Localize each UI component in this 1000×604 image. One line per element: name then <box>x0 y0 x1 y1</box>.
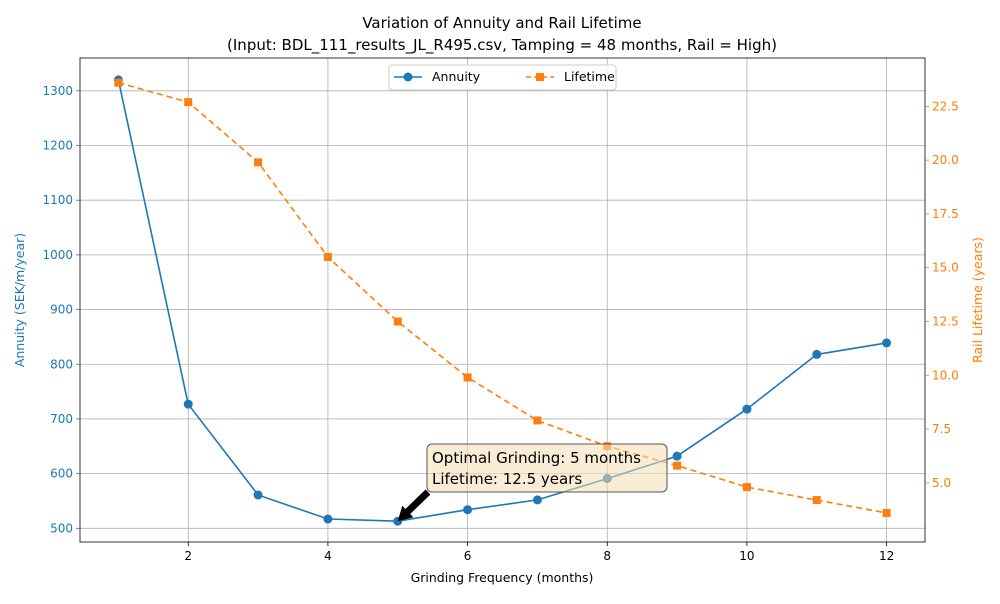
series-line-annuity <box>117 79 887 523</box>
legend-annuity-marker <box>403 72 413 82</box>
series-point-annuity <box>183 399 193 409</box>
series-point-lifetime <box>254 158 263 167</box>
series-point-annuity <box>323 514 333 524</box>
legend-annuity-label: Annuity <box>432 69 481 84</box>
y-left-tick-label: 800 <box>50 357 73 371</box>
x-tick-label: 8 <box>603 549 611 563</box>
y-left-tick-label: 1100 <box>42 193 73 207</box>
series-point-annuity <box>672 451 682 461</box>
plot-frame <box>79 57 926 543</box>
x-tick-label: 2 <box>184 549 192 563</box>
series-point-lifetime <box>114 78 123 87</box>
annotation-line-1: Optimal Grinding: 5 months <box>432 449 641 467</box>
grid <box>80 58 925 542</box>
series-point-lifetime <box>882 508 891 517</box>
y-left-tick-label: 1000 <box>42 248 73 262</box>
legend: Annuity Lifetime <box>388 64 617 91</box>
x-tick-label: 4 <box>324 549 332 563</box>
series-point-lifetime <box>673 461 682 470</box>
x-axis-label: Grinding Frequency (months) <box>411 570 594 585</box>
annotation: Optimal Grinding: 5 months Lifetime: 12.… <box>397 443 668 522</box>
series-point-lifetime <box>393 317 402 326</box>
series-layer <box>113 75 892 526</box>
series-line-lifetime <box>118 81 887 514</box>
series-point-annuity <box>882 338 892 348</box>
y-left-tick-label: 500 <box>50 521 73 535</box>
axes <box>79 57 926 543</box>
annotation-arrow <box>397 489 431 522</box>
chart-title: Variation of Annuity and Rail Lifetime <box>362 14 641 32</box>
x-tick-label: 10 <box>739 549 754 563</box>
series-point-annuity <box>532 495 542 505</box>
series-point-lifetime <box>533 416 542 425</box>
y-axis-left-label: Annuity (SEK/m/year) <box>12 233 27 367</box>
legend-lifetime-label: Lifetime <box>564 69 615 84</box>
chart-subtitle: (Input: BDL_111_results_JL_R495.csv, Tam… <box>227 36 777 55</box>
y-right-tick-label: 20.0 <box>932 153 959 167</box>
y-right-tick-label: 15.0 <box>932 261 959 275</box>
x-tick-label: 6 <box>464 549 472 563</box>
y-left-tick-label: 600 <box>50 467 73 481</box>
series-point-lifetime <box>323 252 332 261</box>
y-right-tick-label: 22.5 <box>932 99 959 113</box>
y-axis-right-label: Rail Lifetime (years) <box>970 237 985 363</box>
y-left-tick-label: 900 <box>50 303 73 317</box>
y-right-tick-label: 10.0 <box>932 368 959 382</box>
series-point-annuity <box>253 490 263 500</box>
y-left-tick-label: 700 <box>50 412 73 426</box>
series-point-lifetime <box>742 483 751 492</box>
y-right-tick-label: 5.0 <box>932 476 951 490</box>
series-point-lifetime <box>463 373 472 382</box>
y-left-tick-label: 1300 <box>42 84 73 98</box>
legend-frame <box>388 64 617 91</box>
series-point-annuity <box>463 505 473 515</box>
y-right-tick-label: 12.5 <box>932 315 959 329</box>
y-right-tick-label: 17.5 <box>932 207 959 221</box>
annotation-line-2: Lifetime: 12.5 years <box>432 470 582 488</box>
ticks: 2 4 6 8 10 12 500 600 700 800 900 1000 1100 1200 1300 5… <box>42 84 958 563</box>
x-tick-label: 12 <box>879 549 894 563</box>
series-point-annuity <box>812 349 822 359</box>
series-point-lifetime <box>812 496 821 505</box>
series-point-lifetime <box>184 98 193 107</box>
annotation-box <box>426 443 668 493</box>
series-point-annuity <box>742 404 752 414</box>
y-right-tick-label: 7.5 <box>932 422 951 436</box>
y-left-tick-label: 1200 <box>42 139 73 153</box>
legend-lifetime-marker <box>536 73 544 81</box>
